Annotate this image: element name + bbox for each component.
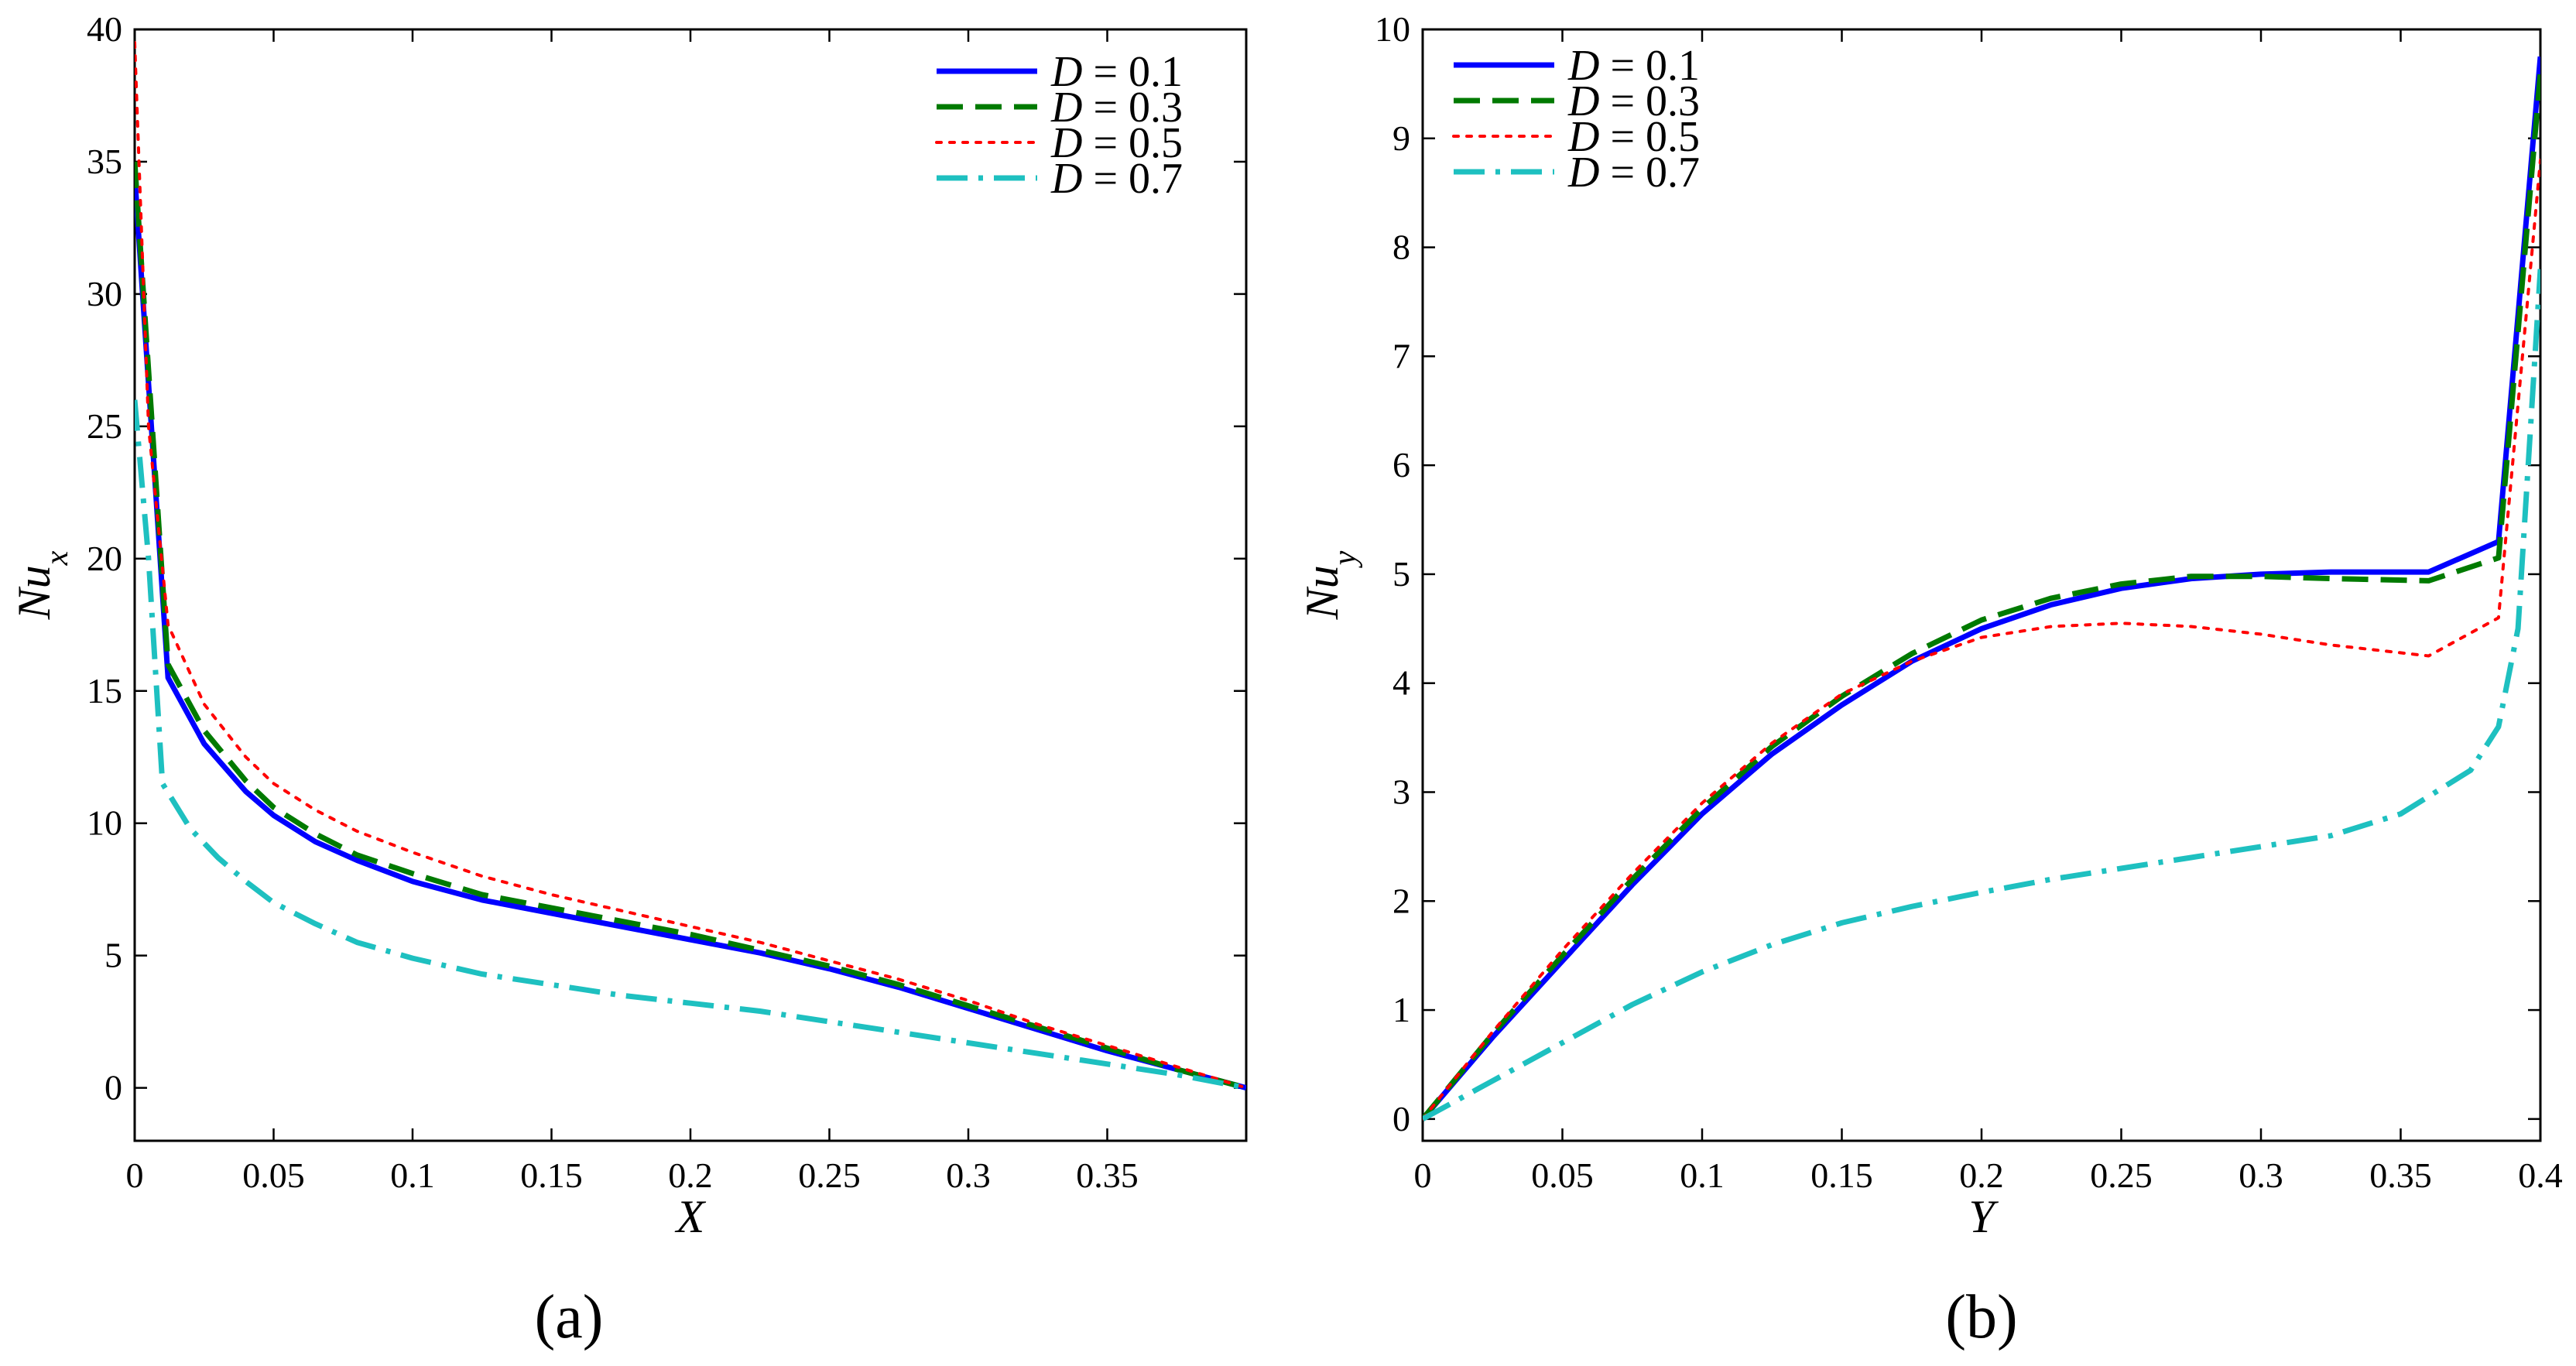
x-tick-label: 0.4 <box>2518 1155 2563 1195</box>
series-line-2 <box>1423 158 2540 1121</box>
series-line-3 <box>135 399 1246 1091</box>
y-tick-label: 15 <box>87 671 122 710</box>
x-tick-label: 0 <box>1414 1155 1432 1195</box>
legend-label-0: D = 0.1 <box>1567 42 1700 90</box>
x-tick-label: 0.1 <box>390 1155 435 1195</box>
y-tick-label: 8 <box>1392 228 1410 267</box>
x-tick-label: 0.15 <box>520 1155 583 1195</box>
y-tick-label: 40 <box>87 9 122 49</box>
y-tick-label: 30 <box>87 274 122 313</box>
y-tick-label: 3 <box>1392 772 1410 811</box>
chart-panel-a: 0 0.05 0.1 0.15 0.2 0.25 0.3 0.35 0 5 10 15 20 25 30 35… <box>9 9 1248 1351</box>
series-line-3 <box>1423 269 2540 1121</box>
y-axis-label: Nux <box>9 550 75 620</box>
series-line-1 <box>1423 72 2540 1121</box>
x-tick-label: 0.05 <box>242 1155 305 1195</box>
series-group <box>135 41 1246 1091</box>
x-tick-label: 0.25 <box>2090 1155 2153 1195</box>
x-tick-label: 0.35 <box>1076 1155 1139 1195</box>
legend-label-3: D = 0.7 <box>1567 149 1700 197</box>
panel-caption: (a) <box>535 1283 604 1351</box>
x-tick-label: 0.15 <box>1810 1155 1873 1195</box>
x-tick-label: 0.3 <box>2239 1155 2283 1195</box>
panel-caption: (b) <box>1945 1283 2017 1351</box>
x-axis-label: Y <box>1968 1191 1999 1242</box>
y-tick-label: 1 <box>1392 990 1410 1029</box>
series-group <box>1423 56 2540 1121</box>
legend-label-2: D = 0.5 <box>1567 113 1700 161</box>
y-tick-label: 7 <box>1392 336 1410 375</box>
series-line-0 <box>1423 56 2540 1121</box>
y-tick-label: 10 <box>1375 9 1410 49</box>
y-tick-label: 0 <box>104 1068 122 1108</box>
legend: D = 0.1D = 0.3D = 0.5D = 0.7 <box>1452 42 1700 197</box>
y-axis-label: Nuy <box>1297 550 1363 620</box>
legend: D = 0.1D = 0.3D = 0.5D = 0.7 <box>935 48 1183 203</box>
legend-label-0: D = 0.1 <box>1050 48 1183 96</box>
x-tick-label: 0.05 <box>1531 1155 1594 1195</box>
y-tick-label: 6 <box>1392 445 1410 484</box>
y-tick-label: 10 <box>87 803 122 843</box>
legend-label-1: D = 0.3 <box>1567 77 1700 125</box>
y-tick-label: 25 <box>87 406 122 446</box>
series-line-0 <box>135 174 1246 1090</box>
y-tick-label: 9 <box>1392 118 1410 158</box>
legend-label-3: D = 0.7 <box>1050 155 1183 203</box>
series-line-2 <box>135 41 1246 1090</box>
x-tick-label: 0.1 <box>1680 1155 1725 1195</box>
y-tick-label: 5 <box>104 936 122 975</box>
chart-panel-b: 0 0.05 0.1 0.15 0.2 0.25 0.3 0.35 0.4 0 1 2 3 4 5 6 7 8 9 1… <box>1297 9 2563 1351</box>
y-tick-label: 2 <box>1392 881 1410 920</box>
x-tick-label: 0.2 <box>668 1155 713 1195</box>
y-tick-label: 0 <box>1392 1099 1410 1138</box>
x-tick-label: 0.3 <box>946 1155 991 1195</box>
x-axis-label: X <box>675 1191 707 1242</box>
x-tick-label: 0.35 <box>2369 1155 2432 1195</box>
series-line-1 <box>135 161 1246 1090</box>
y-tick-label: 35 <box>87 142 122 181</box>
x-tick-label: 0.2 <box>1959 1155 2004 1195</box>
x-tick-label: 0 <box>126 1155 144 1195</box>
legend-label-2: D = 0.5 <box>1050 119 1183 167</box>
legend-label-1: D = 0.3 <box>1050 84 1183 132</box>
x-tick-label: 0.25 <box>798 1155 861 1195</box>
y-tick-label: 4 <box>1392 663 1410 703</box>
y-tick-label: 5 <box>1392 554 1410 594</box>
y-tick-label: 20 <box>87 539 122 578</box>
